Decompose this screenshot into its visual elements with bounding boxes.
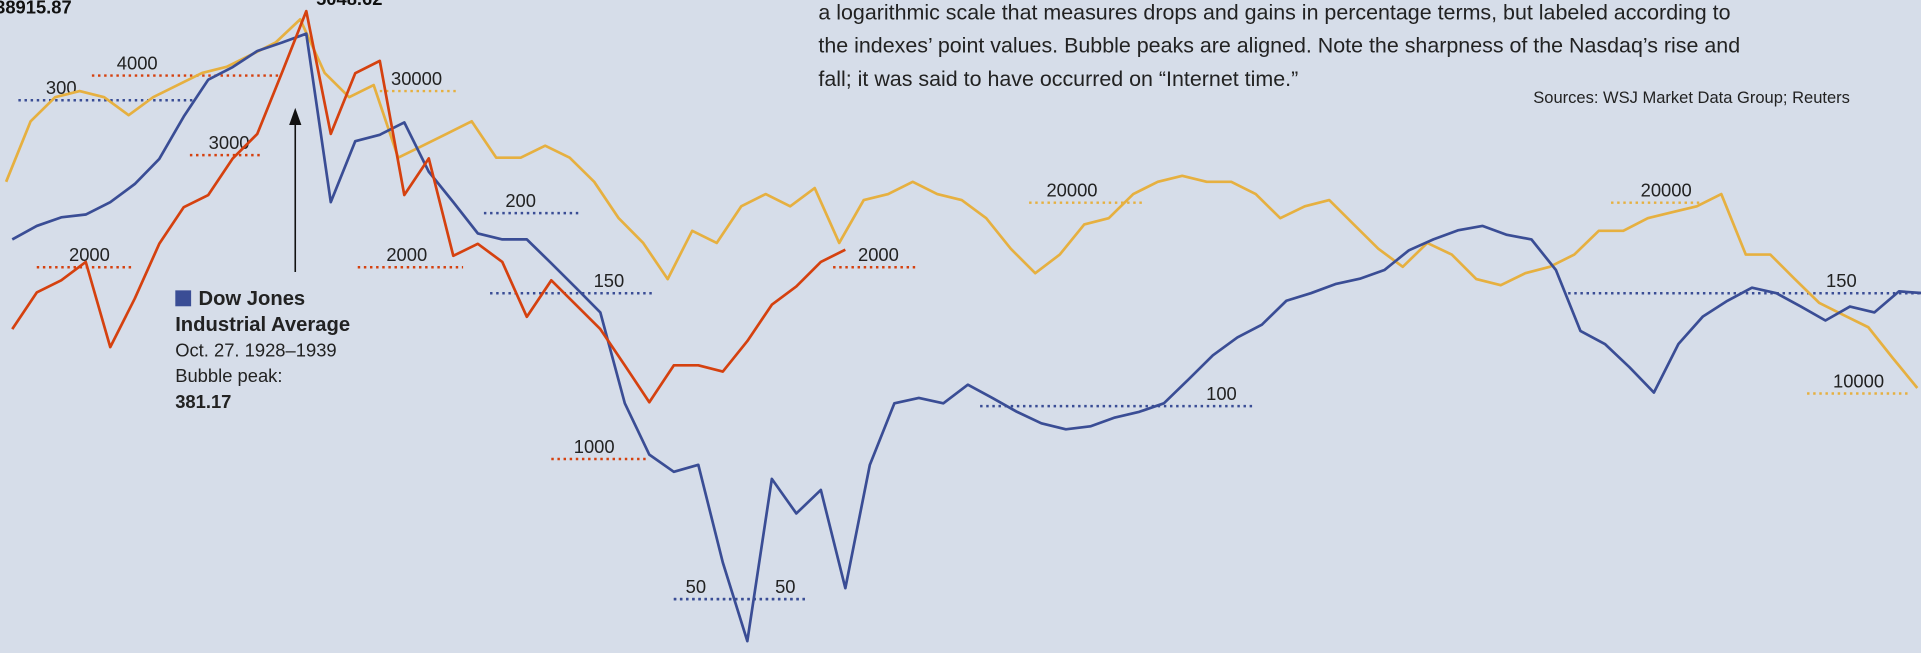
peak-label: 38915.87 (0, 0, 72, 17)
reference-label: 50 (686, 576, 706, 597)
reference-label: 2000 (69, 244, 110, 265)
note-line: a logarithmic scale that measures drops … (818, 1, 1730, 25)
reference-label: 20000 (1641, 180, 1692, 201)
peak-label: 5048.62 (316, 0, 382, 9)
reference-label: 20000 (1046, 180, 1097, 201)
note-line: fall; it was said to have occurred on “I… (818, 67, 1298, 91)
index-line (11, 32, 1921, 643)
legend-box: Dow Jones Industrial Average Oct. 27. 19… (175, 287, 420, 416)
reference-label: 100 (1206, 383, 1237, 404)
reference-label: 3000 (209, 132, 250, 153)
reference-label: 2000 (858, 244, 899, 265)
legend: Dow Jones Industrial Average Oct. 27. 19… (175, 287, 420, 416)
source: Sources: WSJ Market Data Group; Reuters (1533, 88, 1850, 107)
index-line (11, 9, 846, 404)
reference-label: 200 (505, 190, 536, 211)
reference-label: 50 (775, 576, 795, 597)
index-line (4, 18, 1919, 389)
reference-label: 10000 (1833, 370, 1884, 391)
lines (4, 9, 1921, 643)
note-line: the indexes’ point values. Bubble peaks … (818, 34, 1740, 58)
legend-name: Dow Jones Industrial Average (175, 287, 371, 338)
legend-swatch (175, 290, 192, 307)
reference-label: 30000 (391, 68, 442, 89)
legend-period: Oct. 27. 1928–1939 (175, 340, 337, 362)
reference-label: 150 (594, 270, 625, 291)
reference-label: 4000 (117, 52, 158, 73)
legend-peak-label: Bubble peak: (175, 366, 283, 388)
legend-peak: 381.17 (175, 392, 232, 413)
reference-label: 1000 (574, 436, 615, 457)
reference-label: 150 (1826, 270, 1857, 291)
reference-label: 2000 (386, 244, 427, 265)
arrow (289, 107, 302, 272)
legend-text: Dow Jones Industrial Average (175, 287, 351, 336)
